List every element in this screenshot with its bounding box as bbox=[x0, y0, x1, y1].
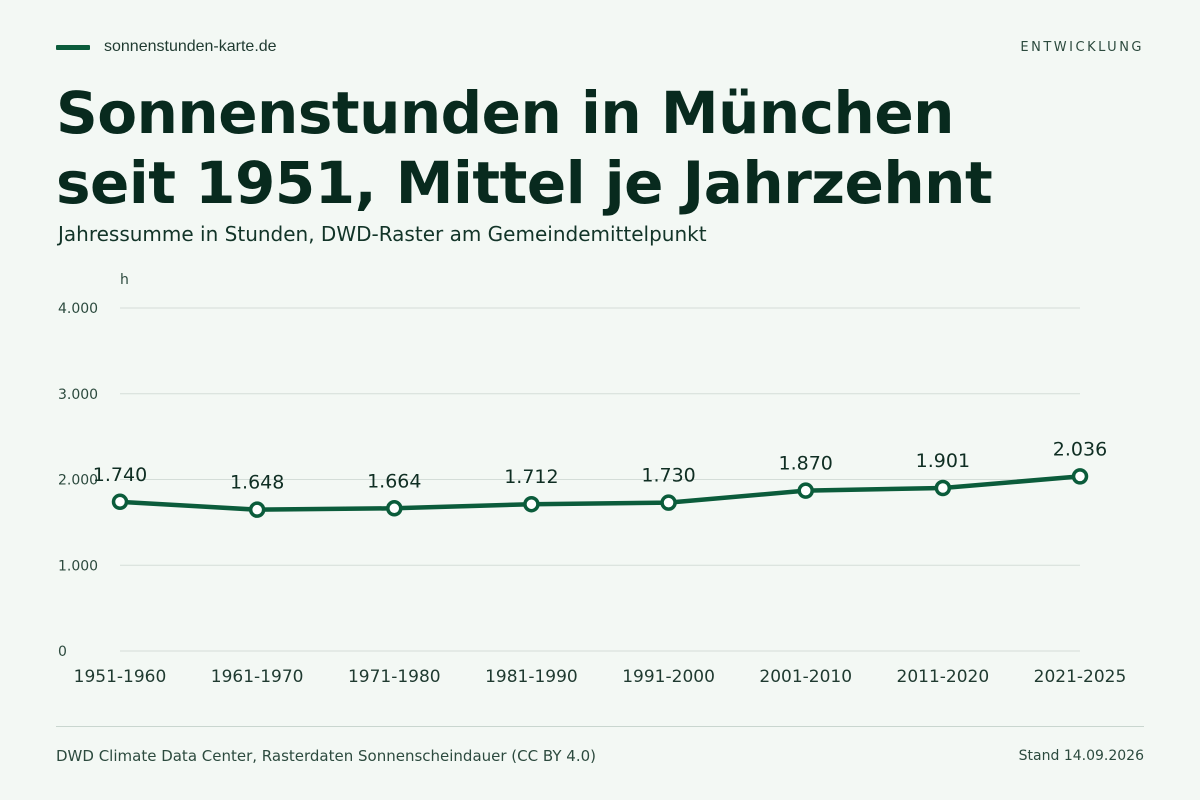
y-tick-label: 2.000 bbox=[58, 473, 98, 489]
data-point bbox=[660, 494, 677, 511]
data-point bbox=[934, 479, 952, 497]
site-name[interactable]: sonnenstunden-karte.de bbox=[104, 38, 277, 55]
x-tick-label: 1991-2000 bbox=[622, 667, 715, 687]
data-label: 1.901 bbox=[916, 450, 970, 472]
data-point bbox=[523, 495, 540, 513]
x-tick-label: 1951-1960 bbox=[74, 667, 167, 687]
data-label: 1.664 bbox=[367, 470, 421, 492]
x-tick-label: 1961-1970 bbox=[211, 667, 304, 687]
y-axis-unit-label: h bbox=[120, 272, 129, 288]
section-kicker: ENTWICKLUNG bbox=[1020, 40, 1144, 55]
brand-accent-bar bbox=[56, 44, 90, 50]
data-date: Stand 14.09.2026 bbox=[1018, 748, 1144, 764]
x-tick-label: 1981-1990 bbox=[485, 667, 578, 687]
y-tick-label: 4.000 bbox=[58, 301, 98, 317]
data-source: DWD Climate Data Center, Rasterdaten Son… bbox=[56, 747, 596, 765]
footer-divider bbox=[56, 726, 1144, 727]
data-point bbox=[797, 482, 814, 499]
chart-title: Sonnenstunden in München seit 1951, Mitt… bbox=[56, 79, 993, 217]
data-label: 1.730 bbox=[641, 465, 695, 487]
data-point bbox=[248, 501, 266, 518]
data-label: 1.712 bbox=[504, 466, 558, 488]
chart-subtitle: Jahressumme in Stunden, DWD-Raster am Ge… bbox=[58, 222, 707, 246]
site-brand[interactable]: sonnenstunden-karte.de bbox=[56, 38, 277, 56]
y-tick-label: 1.000 bbox=[58, 558, 98, 574]
data-label: 1.740 bbox=[93, 464, 147, 486]
x-tick-label: 2011-2020 bbox=[897, 667, 990, 687]
data-point bbox=[111, 493, 129, 511]
data-label: 1.870 bbox=[779, 453, 833, 475]
data-label: 1.648 bbox=[230, 472, 284, 494]
data-label: 2.036 bbox=[1053, 438, 1107, 460]
x-tick-label: 2021-2025 bbox=[1034, 667, 1127, 687]
data-point bbox=[1071, 468, 1089, 485]
data-point bbox=[386, 500, 403, 517]
y-tick-label: 3.000 bbox=[58, 387, 98, 403]
y-tick-label: 0 bbox=[58, 644, 67, 660]
x-tick-label: 2001-2010 bbox=[759, 667, 852, 687]
x-tick-label: 1971-1980 bbox=[348, 667, 441, 687]
series-line bbox=[117, 474, 1083, 512]
